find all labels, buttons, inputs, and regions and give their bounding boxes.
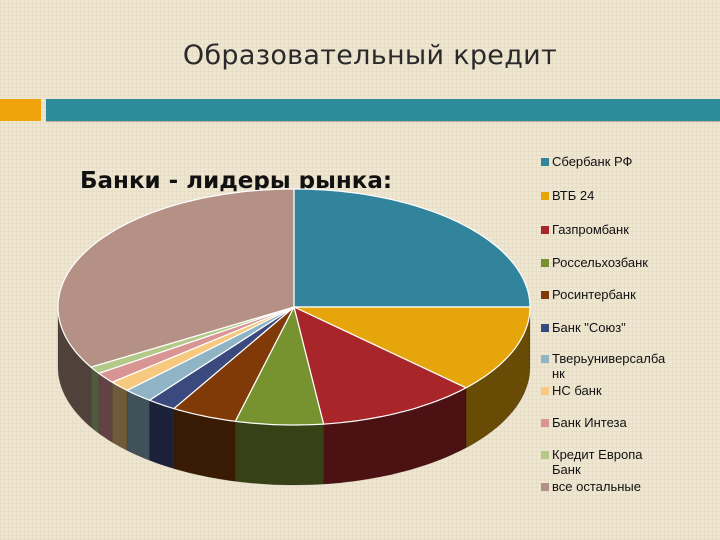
legend-swatch-sberbank: [541, 158, 549, 166]
legend-swatch-intesa: [541, 419, 549, 427]
pie-side-россельхозбанк: [235, 420, 324, 486]
legend-label-soyuz: Банк "Союз": [552, 320, 626, 335]
legend-swatch-vtb24: [541, 192, 549, 200]
pie-slice-банк-союз: [148, 306, 295, 410]
chart-title: Банки - лидеры рынка:: [80, 168, 392, 194]
legend-item-credit-europe: Кредит Европа Банк: [541, 447, 691, 477]
legend-label-rosselkhozbank: Россельхозбанк: [552, 255, 648, 270]
legend-label-credit-europe: Кредит Европа Банк: [552, 447, 643, 477]
legend-item-others: все остальные: [541, 479, 691, 494]
pie-sides: [57, 306, 531, 486]
legend-item-vtb24: ВТБ 24: [541, 188, 691, 203]
accent-bar-left: [0, 99, 41, 121]
legend-swatch-gazprombank: [541, 226, 549, 234]
legend-item-ns-bank: НС банк: [541, 383, 691, 398]
legend-item-tveruniversalbank: Тверьуниверсалбанк: [541, 351, 691, 381]
legend-label-others: все остальные: [552, 479, 641, 494]
legend-label-intesa: Банк Интеза: [552, 415, 627, 430]
legend-swatch-rosinterbank: [541, 291, 549, 299]
legend-item-sberbank: Сбербанк РФ: [541, 154, 691, 169]
legend-label-vtb24: ВТБ 24: [552, 188, 595, 203]
pie-slice-тверьуниверсалбанк: [126, 306, 295, 401]
pie-side-банк-интеза: [98, 372, 113, 443]
pie-slice-все-остальные: [57, 188, 295, 368]
pie-slice-газпромбанк: [293, 306, 467, 425]
legend-swatch-rosselkhozbank: [541, 259, 549, 267]
legend-label-gazprombank: Газпромбанк: [552, 222, 629, 237]
pie-top: [57, 188, 531, 426]
legend-label-tveruniversalbank: Тверьуниверсалбанк: [552, 351, 666, 381]
legend-label-ns-bank: НС банк: [552, 383, 602, 398]
legend-item-intesa: Банк Интеза: [541, 415, 691, 430]
pie-slice-сбербанк-рф: [293, 188, 531, 308]
legend-item-rosselkhozbank: Россельхозбанк: [541, 255, 691, 270]
slide-title: Образовательный кредит: [182, 40, 558, 71]
pie-side-нс-банк: [111, 381, 128, 451]
pie-slice-росинтербанк: [173, 306, 295, 422]
legend-swatch-credit-europe: [541, 451, 549, 459]
accent-bar-right: [46, 99, 720, 121]
legend-label-sberbank: Сбербанк РФ: [552, 154, 633, 169]
pie-side-банк-союз: [149, 399, 175, 470]
pie-side-кредит-европа-банк: [90, 366, 100, 434]
legend-swatch-soyuz: [541, 324, 549, 332]
pie-slice-россельхозбанк: [234, 306, 325, 426]
legend-swatch-others: [541, 483, 549, 491]
legend-item-gazprombank: Газпромбанк: [541, 222, 691, 237]
legend-item-soyuz: Банк "Союз": [541, 320, 691, 335]
legend-swatch-ns-bank: [541, 387, 549, 395]
pie-side-тверьуниверсалбанк: [126, 389, 150, 461]
legend-label-rosinterbank: Росинтербанк: [552, 287, 636, 302]
legend-swatch-tveruniversalbank: [541, 355, 549, 363]
legend-item-rosinterbank: Росинтербанк: [541, 287, 691, 302]
accent-divider: [46, 121, 720, 122]
pie-slice-втб-24: [293, 306, 531, 389]
